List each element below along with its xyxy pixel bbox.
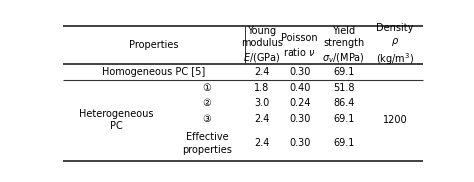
Text: 51.8: 51.8	[333, 83, 355, 93]
Text: Young
modulus
$E$/(GPa): Young modulus $E$/(GPa)	[241, 26, 283, 64]
Text: Homogeneous PC [5]: Homogeneous PC [5]	[102, 67, 205, 77]
Text: ②: ②	[202, 98, 211, 108]
Text: Heterogeneous
PC: Heterogeneous PC	[79, 109, 153, 131]
Text: Effective
properties: Effective properties	[182, 132, 232, 155]
Text: 69.1: 69.1	[333, 114, 355, 124]
Text: Properties: Properties	[129, 40, 179, 50]
Text: 3.0: 3.0	[254, 98, 269, 108]
Text: 0.24: 0.24	[289, 98, 310, 108]
Text: 0.30: 0.30	[289, 114, 310, 124]
Text: Yield
strength
$\sigma_v$/(MPa): Yield strength $\sigma_v$/(MPa)	[322, 26, 365, 65]
Text: 0.30: 0.30	[289, 139, 310, 149]
Text: Poisson
ratio $\nu$: Poisson ratio $\nu$	[281, 33, 318, 58]
Text: 0.30: 0.30	[289, 67, 310, 77]
Text: 1200: 1200	[383, 115, 407, 125]
Text: 69.1: 69.1	[333, 67, 355, 77]
Text: 2.4: 2.4	[254, 114, 270, 124]
Text: 1.8: 1.8	[254, 83, 269, 93]
Text: 69.1: 69.1	[333, 139, 355, 149]
Text: Density
$\rho$
(kg/m$^3$): Density $\rho$ (kg/m$^3$)	[376, 23, 414, 67]
Text: ③: ③	[202, 114, 211, 124]
Text: 0.40: 0.40	[289, 83, 310, 93]
Text: ①: ①	[202, 83, 211, 93]
Text: 2.4: 2.4	[254, 67, 270, 77]
Text: 2.4: 2.4	[254, 139, 270, 149]
Text: 86.4: 86.4	[333, 98, 355, 108]
